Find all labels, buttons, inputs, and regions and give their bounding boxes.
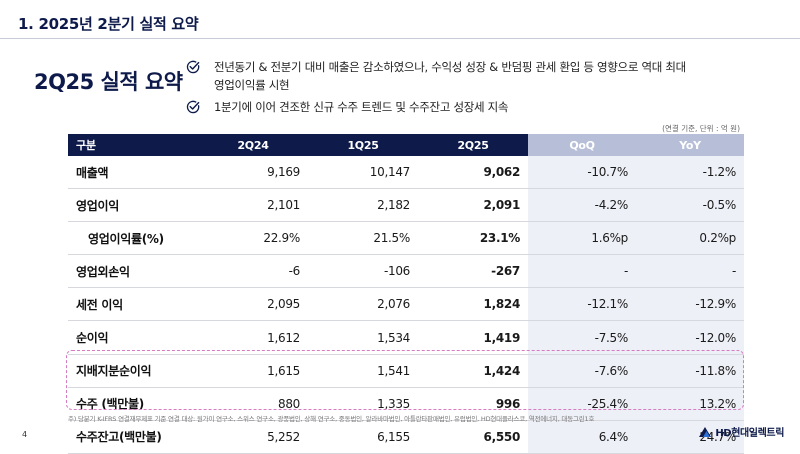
table-cell: 24.7%: [636, 420, 744, 454]
table-cell: 1.6%p: [528, 221, 636, 256]
row-label: 매출액: [68, 156, 198, 190]
table-cell: -267: [418, 254, 528, 289]
table-cell: 1,541: [308, 354, 418, 388]
table-row: 영업외손익 -6 -106 -267 - -: [68, 254, 744, 289]
table-cell: -12.0%: [636, 320, 744, 355]
table-cell: 9,169: [198, 156, 308, 190]
summary-bullet-line: 전년동기 & 전분기 대비 매출은 감소하였으나, 수익성 성장 & 반덤핑 관…: [214, 60, 686, 74]
table-cell: -25.4%: [528, 387, 636, 421]
row-label: 수주 (백만불): [68, 387, 198, 421]
row-label: 순이익: [68, 320, 198, 355]
check-circle-icon: [186, 60, 200, 74]
logo-text: HD현대일렉트릭: [715, 428, 784, 439]
table-cell: 1,335: [308, 387, 418, 421]
header-divider: [0, 38, 800, 39]
table-cell: 22.9%: [198, 221, 308, 256]
table-cell: 1,612: [198, 320, 308, 355]
table-cell: 1,615: [198, 354, 308, 388]
table-cell: 13.2%: [636, 387, 744, 421]
table-cell: 1,419: [418, 320, 528, 355]
row-label: 수주잔고(백만불): [68, 420, 198, 454]
table-cell: 6.4%: [528, 420, 636, 454]
logo-mark-icon: [699, 426, 712, 437]
table-cell: 9,062: [418, 156, 528, 190]
summary-title: 2Q25 실적 요약: [34, 70, 183, 94]
table-cell: 23.1%: [418, 221, 528, 256]
table-cell: 2,076: [308, 287, 418, 322]
column-header: 2Q24: [198, 134, 308, 156]
table-row: 영업이익률(%) 22.9% 21.5% 23.1% 1.6%p 0.2%p: [68, 221, 744, 256]
table-cell: -1.2%: [636, 156, 744, 190]
table-header-row: 구분 2Q24 1Q25 2Q25 QoQ YoY: [68, 134, 744, 156]
company-logo: HD현대일렉트릭: [698, 424, 784, 439]
table-cell: 1,824: [418, 287, 528, 322]
table-row: 지배지분순이익 1,615 1,541 1,424 -7.6% -11.8%: [68, 354, 744, 388]
page-header: 1. 2025년 2분기 실적 요약: [0, 0, 800, 40]
row-label: 영업외손익: [68, 254, 198, 289]
table-cell: 5,252: [198, 420, 308, 454]
table-cell: -4.2%: [528, 188, 636, 223]
page-number: 4: [22, 430, 28, 439]
table-cell: -: [636, 254, 744, 289]
column-header: 2Q25: [418, 134, 528, 156]
table-cell: -7.5%: [528, 320, 636, 355]
table-cell: 880: [198, 387, 308, 421]
table-cell: 2,091: [418, 188, 528, 223]
table-cell: -7.6%: [528, 354, 636, 388]
summary-bullet-text: 전년동기 & 전분기 대비 매출은 감소하였으나, 수익성 성장 & 반덤핑 관…: [214, 58, 686, 94]
table-cell: -0.5%: [636, 188, 744, 223]
summary-bullet-line: 1분기에 이어 견조한 신규 수주 트렌드 및 수주잔고 성장세 지속: [214, 100, 509, 114]
table-cell: 21.5%: [308, 221, 418, 256]
check-circle-icon: [186, 100, 200, 114]
row-label: 영업이익률(%): [68, 221, 198, 256]
table-cell: -10.7%: [528, 156, 636, 190]
table-row: 수주잔고(백만불) 5,252 6,155 6,550 6.4% 24.7%: [68, 420, 744, 454]
table-cell: -6: [198, 254, 308, 289]
summary-bullet-2: 1분기에 이어 견조한 신규 수주 트렌드 및 수주잔고 성장세 지속: [186, 98, 509, 116]
table-cell: -12.9%: [636, 287, 744, 322]
table-cell: 2,182: [308, 188, 418, 223]
table-cell: 6,155: [308, 420, 418, 454]
row-label: 지배지분순이익: [68, 354, 198, 388]
summary-bullet-line: 영업이익률 시현: [214, 78, 290, 92]
table-row: 수주 (백만불) 880 1,335 996 -25.4% 13.2%: [68, 387, 744, 421]
column-header: QoQ: [528, 134, 636, 156]
table-cell: 1,534: [308, 320, 418, 355]
table-cell: 996: [418, 387, 528, 421]
table-cell: 1,424: [418, 354, 528, 388]
table-row: 매출액 9,169 10,147 9,062 -10.7% -1.2%: [68, 156, 744, 190]
financial-summary-table: 구분 2Q24 1Q25 2Q25 QoQ YoY 매출액 9,169 10,1…: [68, 134, 744, 454]
table-cell: 10,147: [308, 156, 418, 190]
table-cell: -: [528, 254, 636, 289]
column-header: 구분: [68, 134, 198, 156]
table-cell: 2,101: [198, 188, 308, 223]
section-title: 1. 2025년 2분기 실적 요약: [18, 15, 199, 33]
table-row: 영업이익 2,101 2,182 2,091 -4.2% -0.5%: [68, 188, 744, 223]
footnote: 주) 당분기 K-IFRS 연결재무제표 기준 연결 대상: 원가이 연구소, …: [68, 415, 595, 423]
table-cell: 2,095: [198, 287, 308, 322]
column-header: 1Q25: [308, 134, 418, 156]
unit-note: (연결 기준, 단위 : 억 원): [662, 124, 740, 133]
row-label: 세전 이익: [68, 287, 198, 322]
row-label: 영업이익: [68, 188, 198, 223]
summary-bullet-1: 전년동기 & 전분기 대비 매출은 감소하였으나, 수익성 성장 & 반덤핑 관…: [186, 58, 686, 94]
summary-bullet-text: 1분기에 이어 견조한 신규 수주 트렌드 및 수주잔고 성장세 지속: [214, 98, 509, 116]
table-cell: 6,550: [418, 420, 528, 454]
table-row: 순이익 1,612 1,534 1,419 -7.5% -12.0%: [68, 320, 744, 355]
table-cell: 0.2%p: [636, 221, 744, 256]
column-header: YoY: [636, 134, 744, 156]
table-cell: -12.1%: [528, 287, 636, 322]
table-row: 세전 이익 2,095 2,076 1,824 -12.1% -12.9%: [68, 287, 744, 322]
table-cell: -106: [308, 254, 418, 289]
table-cell: -11.8%: [636, 354, 744, 388]
